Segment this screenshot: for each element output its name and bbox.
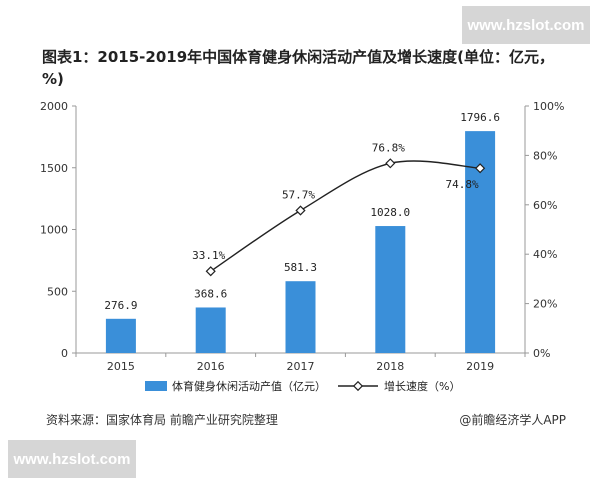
bar: [285, 281, 316, 353]
growth-point: [295, 205, 306, 216]
bar-data-label: 1028.0: [370, 206, 410, 219]
y-left-tick-label: 2000: [40, 100, 68, 113]
growth-data-label: 74.8%: [446, 178, 479, 191]
growth-data-label: 33.1%: [192, 249, 225, 262]
y-left-tick-label: 500: [47, 285, 68, 298]
bar-data-label: 581.3: [284, 261, 317, 274]
y-right-tick-label: 60%: [533, 199, 557, 212]
y-right-tick-label: 0%: [533, 347, 550, 360]
y-right-tick-label: 20%: [533, 298, 557, 311]
growth-data-label: 57.7%: [282, 188, 315, 201]
x-tick-label: 2016: [197, 360, 225, 373]
legend-label-line: 增长速度（%）: [384, 379, 460, 393]
y-left-tick-label: 0: [61, 347, 68, 360]
chart-title: 图表1：2015-2019年中国体育健身休闲活动产值及增长速度(单位：亿元，%): [42, 48, 555, 88]
bar-data-label: 368.6: [194, 287, 227, 300]
legend-swatch-marker: [352, 380, 364, 392]
growth-point: [205, 266, 216, 277]
bar-data-label: 1796.6: [460, 111, 500, 124]
bar: [195, 307, 226, 353]
growth-point: [475, 163, 486, 174]
y-right-tick-label: 100%: [533, 100, 564, 113]
growth-line: [210, 160, 481, 272]
growth-point: [385, 158, 396, 169]
bar: [375, 226, 406, 353]
growth-data-label: 76.8%: [372, 141, 405, 154]
watermark-top: www.hzslot.com: [462, 6, 590, 44]
x-tick-label: 2015: [107, 360, 135, 373]
credit-note: @前瞻经济学人APP: [459, 413, 566, 427]
source-note: 资料来源：国家体育局 前瞻产业研究院整理: [46, 413, 278, 427]
y-right-tick-label: 40%: [533, 248, 557, 261]
legend-swatch-bar: [145, 381, 167, 391]
y-left-tick-label: 1500: [40, 162, 68, 175]
x-tick-label: 2017: [287, 360, 315, 373]
x-tick-label: 2018: [376, 360, 404, 373]
y-right-tick-label: 80%: [533, 149, 557, 162]
legend-label-bar: 体育健身休闲活动产值（亿元）: [172, 379, 326, 393]
y-left-tick-label: 1000: [40, 224, 68, 237]
x-tick-label: 2019: [466, 360, 494, 373]
bar-data-label: 276.9: [104, 299, 137, 312]
bar: [105, 318, 136, 353]
watermark-bottom: www.hzslot.com: [8, 440, 136, 478]
